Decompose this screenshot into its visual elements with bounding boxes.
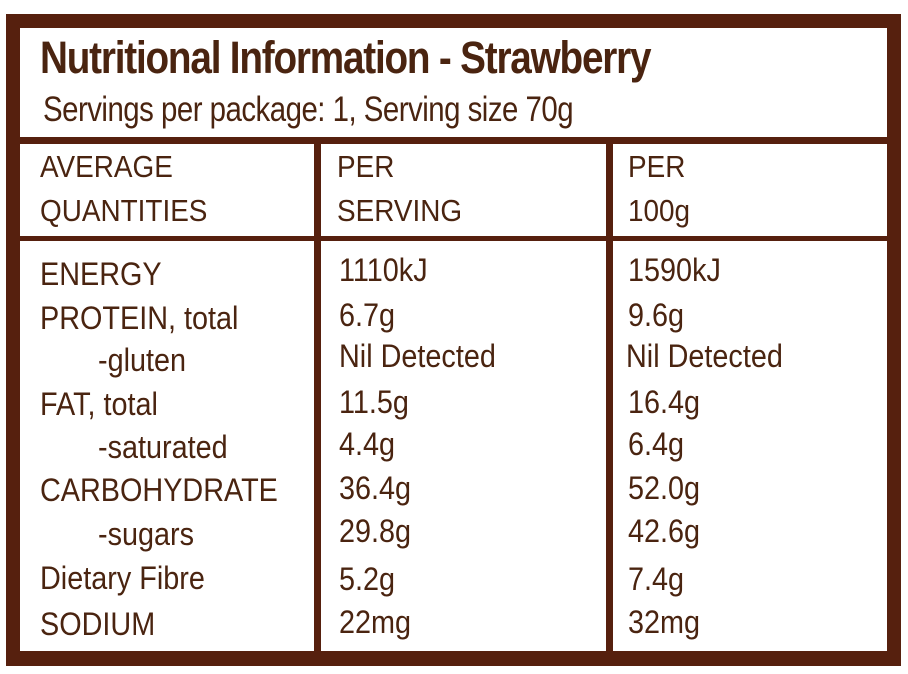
body-cell-per-100g: [613, 241, 887, 651]
row-label-energy: ENERGY: [40, 256, 162, 292]
row-per-serving-saturated: 4.4g: [339, 426, 396, 462]
row-per-serving-fat: 11.5g: [339, 384, 409, 420]
row-label-fat: FAT, total: [40, 386, 158, 422]
serving-info: Servings per package: 1, Serving size 70…: [43, 90, 574, 129]
row-per-serving-carbohydrate: 36.4g: [339, 470, 412, 506]
row-per-serving-gluten: Nil Detected: [339, 338, 496, 374]
header-per-serving-line2: SERVING: [337, 193, 463, 228]
row-per-100g-sugars: 42.6g: [628, 513, 701, 549]
row-per-serving-protein: 6.7g: [339, 297, 396, 333]
header-per-serving-line1: PER: [337, 149, 395, 184]
row-per-100g-sodium: 32mg: [628, 604, 701, 640]
row-per-serving-sodium: 22mg: [339, 604, 412, 640]
row-label-sugars: -sugars: [98, 516, 195, 552]
row-per-100g-gluten: Nil Detected: [626, 338, 783, 374]
header-per-100g-line1: PER: [628, 149, 686, 184]
row-label-dietary-fibre: Dietary Fibre: [40, 560, 205, 596]
row-label-protein: PROTEIN, total: [40, 300, 239, 336]
row-per-100g-dietary-fibre: 7.4g: [628, 561, 685, 597]
header-cell-per-100g: [613, 144, 887, 236]
header-quantities-line2: QUANTITIES: [40, 193, 208, 228]
row-per-100g-energy: 1590kJ: [628, 252, 721, 288]
header-per-100g-line2: 100g: [628, 193, 691, 228]
row-label-gluten: -gluten: [98, 342, 187, 378]
row-per-serving-dietary-fibre: 5.2g: [339, 561, 396, 597]
header-quantities: AVERAGE QUANTITIES: [40, 145, 207, 233]
row-label-carbohydrate: CARBOHYDRATE: [40, 472, 278, 508]
row-per-100g-saturated: 6.4g: [628, 426, 685, 462]
header-cell-quantities: [20, 144, 314, 236]
body-cell-per-serving: [321, 241, 606, 651]
title-area: [20, 28, 887, 137]
row-per-100g-protein: 9.6g: [628, 297, 685, 333]
row-per-serving-sugars: 29.8g: [339, 513, 412, 549]
row-per-serving-energy: 1110kJ: [339, 252, 428, 288]
body-cell-labels: [20, 241, 314, 651]
row-per-100g-carbohydrate: 52.0g: [628, 470, 701, 506]
page-title: Nutritional Information - Strawberry: [40, 32, 652, 83]
row-label-saturated: -saturated: [98, 429, 228, 465]
header-per-100g: PER 100g: [628, 145, 690, 233]
header-quantities-line1: AVERAGE: [40, 149, 173, 184]
header-cell-per-serving: [321, 144, 606, 236]
row-per-100g-fat: 16.4g: [628, 384, 701, 420]
header-per-serving: PER SERVING: [337, 145, 462, 233]
row-label-sodium: SODIUM: [40, 606, 156, 642]
